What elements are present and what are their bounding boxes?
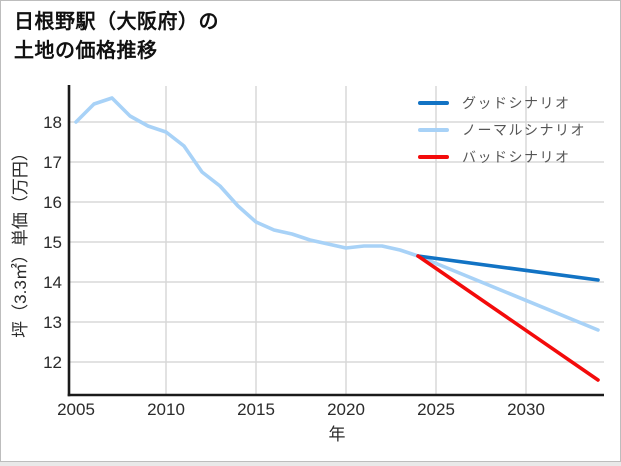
bad-scenario-line: [416, 254, 600, 382]
x-tick-label: 2005: [57, 400, 95, 419]
normal-scenario-line-swatch: [418, 127, 449, 132]
chart-title-line2: 土地の価格推移: [14, 40, 158, 62]
good-scenario-label: グッドシナリオ: [462, 94, 571, 111]
y-axis-label: 坪（3.3㎡）単価（万円）: [11, 144, 30, 338]
x-tick-label: 2020: [327, 400, 365, 419]
x-tick-label: 2025: [417, 400, 455, 419]
normal-scenario-line: [416, 254, 600, 332]
legend-item-bad-scenario: バッドシナリオ: [418, 143, 586, 170]
chart-title: 日根野駅（大阪府）の 土地の価格推移: [14, 8, 219, 66]
chart-title-line1: 日根野駅（大阪府）の: [14, 11, 219, 33]
y-tick-label: 13: [43, 313, 62, 332]
gridlines: [69, 86, 604, 395]
x-tick-label: 2030: [507, 400, 545, 419]
good-scenario-line-swatch: [418, 100, 449, 105]
x-axis-label: 年: [329, 425, 346, 444]
y-tick-label: 15: [43, 233, 62, 252]
data-series: [74, 96, 600, 382]
y-tick-label: 14: [43, 273, 62, 292]
y-tick-label: 17: [43, 153, 62, 172]
tick-labels: 2005 2010 2015 2020 2025 2030 12 13 14 15 16 17 18: [43, 113, 545, 419]
chart-legend: グッドシナリオ ノーマルシナリオ バッドシナリオ: [418, 89, 586, 170]
good-scenario-line: [416, 254, 600, 282]
axes: [67, 85, 604, 397]
x-tick-label: 2010: [147, 400, 185, 419]
normal-scenario-label: ノーマルシナリオ: [462, 121, 586, 138]
bad-scenario-line-swatch: [418, 154, 449, 159]
bad-scenario-label: バッドシナリオ: [462, 148, 571, 165]
y-tick-label: 12: [43, 353, 62, 372]
legend-item-good-scenario: グッドシナリオ: [418, 89, 586, 116]
legend-item-normal-scenario: ノーマルシナリオ: [418, 116, 586, 143]
history-line: [74, 96, 420, 258]
x-tick-label: 2015: [237, 400, 275, 419]
y-tick-label: 16: [43, 193, 62, 212]
y-tick-label: 18: [43, 113, 62, 132]
